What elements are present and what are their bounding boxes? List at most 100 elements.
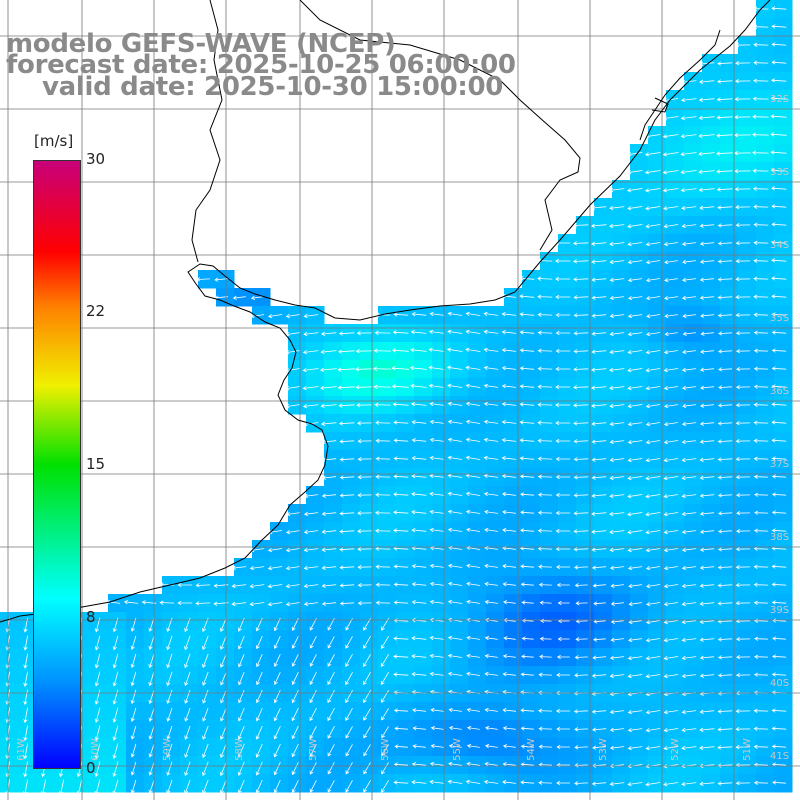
wind-arrow xyxy=(302,385,319,391)
wind-arrow xyxy=(429,581,445,587)
wind-arrow xyxy=(717,223,733,228)
wind-arrow xyxy=(231,601,247,607)
wind-arrow xyxy=(374,402,391,407)
wind-arrow xyxy=(537,438,553,443)
wind-arrow xyxy=(681,367,697,373)
lon-label: 55W xyxy=(451,738,463,761)
wind-arrow xyxy=(736,366,751,372)
wind-arrow xyxy=(321,421,337,426)
wind-arrow xyxy=(609,223,625,229)
wind-arrow xyxy=(627,403,643,409)
wind-arrow xyxy=(363,671,371,686)
wind-arrow xyxy=(345,654,353,667)
wind-arrow xyxy=(771,258,787,263)
wind-arrow xyxy=(736,654,751,660)
wind-arrow xyxy=(664,295,679,301)
wind-arrow xyxy=(267,547,283,553)
wind-arrow xyxy=(735,744,751,750)
wind-arrow xyxy=(501,419,517,425)
wind-arrow xyxy=(717,565,733,570)
wind-arrow xyxy=(448,725,462,731)
wind-arrow xyxy=(148,635,155,651)
wind-arrow xyxy=(627,170,643,175)
wind-arrow xyxy=(627,439,643,445)
wind-arrow xyxy=(555,384,571,390)
wind-arrow xyxy=(273,743,281,758)
wind-arrow xyxy=(539,618,552,623)
wind-arrow xyxy=(591,673,607,678)
wind-arrow xyxy=(555,528,571,534)
wind-arrow xyxy=(699,655,715,660)
wind-arrow xyxy=(663,494,679,499)
wind-arrow xyxy=(575,637,588,642)
wind-arrow xyxy=(202,761,209,777)
wind-arrow xyxy=(466,743,480,749)
wind-arrow xyxy=(357,493,373,498)
wind-arrow xyxy=(663,565,679,571)
wind-arrow xyxy=(752,168,769,173)
wind-arrow xyxy=(645,530,661,535)
wind-arrow xyxy=(130,653,137,669)
wind-arrow xyxy=(591,475,607,480)
wind-arrow xyxy=(393,636,409,641)
wind-arrow xyxy=(484,635,498,641)
wind-arrow xyxy=(519,294,535,299)
wind-arrow xyxy=(591,205,607,210)
wind-arrow xyxy=(303,601,319,607)
wind-arrow xyxy=(373,366,391,371)
wind-arrow xyxy=(771,366,787,371)
wind-arrow xyxy=(698,133,715,139)
wind-arrow xyxy=(699,439,715,444)
wind-arrow xyxy=(220,707,227,722)
wind-arrow xyxy=(537,402,553,407)
lon-label: 53W xyxy=(597,738,609,761)
wind-arrow xyxy=(381,708,389,721)
wind-arrow xyxy=(771,420,787,425)
wind-arrow xyxy=(447,455,463,460)
wind-arrow xyxy=(521,600,534,605)
wind-arrow xyxy=(393,312,409,317)
wind-arrow xyxy=(735,402,751,408)
wind-arrow xyxy=(501,455,517,461)
lon-label: 57W xyxy=(307,738,319,761)
wind-arrow xyxy=(237,779,245,794)
wind-arrow xyxy=(166,671,173,687)
wind-arrow xyxy=(112,653,119,669)
wind-arrow xyxy=(483,455,499,461)
wind-arrow xyxy=(521,654,534,659)
wind-arrow xyxy=(177,582,193,588)
wind-arrow xyxy=(483,365,499,371)
wind-arrow xyxy=(753,276,769,281)
wind-arrow xyxy=(753,618,769,623)
wind-arrow xyxy=(682,403,697,409)
wind-arrow xyxy=(23,671,28,687)
wind-arrow xyxy=(430,707,445,713)
wind-arrow xyxy=(771,222,787,227)
wind-arrow xyxy=(375,492,391,497)
wind-arrow xyxy=(771,528,787,533)
wind-arrow xyxy=(393,780,409,785)
wind-arrow xyxy=(592,637,606,642)
wind-arrow xyxy=(753,474,769,479)
wind-arrow xyxy=(645,548,661,553)
wind-arrow xyxy=(393,492,409,497)
wind-arrow xyxy=(555,546,571,552)
wind-arrow xyxy=(772,636,787,641)
wind-arrow xyxy=(338,349,355,354)
wind-arrow xyxy=(303,313,319,319)
wind-arrow xyxy=(148,707,155,722)
wind-arrow xyxy=(735,672,751,678)
wind-arrow xyxy=(177,600,193,606)
wind-arrow xyxy=(573,367,589,372)
wind-arrow xyxy=(291,654,299,667)
wind-arrow xyxy=(483,491,499,497)
wind-arrow xyxy=(303,529,319,535)
wind-arrow xyxy=(573,511,589,516)
wind-arrow xyxy=(519,474,535,479)
wind-arrow xyxy=(627,494,643,499)
wind-arrow xyxy=(238,689,245,704)
wind-arrow xyxy=(148,653,155,669)
lat-label: 39S xyxy=(770,605,790,616)
wind-arrow xyxy=(664,403,679,409)
wind-arrow xyxy=(717,205,733,210)
